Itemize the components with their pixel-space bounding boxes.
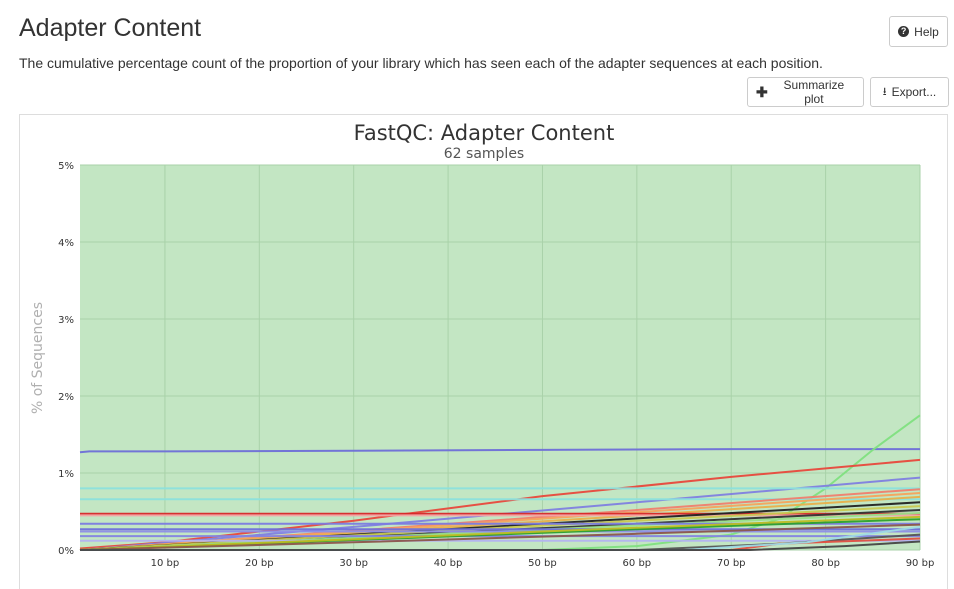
y-axis-label: % of Sequences xyxy=(30,302,46,414)
x-tick-label: 30 bp xyxy=(339,558,368,569)
y-tick-label: 4% xyxy=(58,238,74,249)
chart-subtitle: 62 samples xyxy=(444,146,524,162)
y-tick-label: 5% xyxy=(58,161,74,172)
x-tick-label: 20 bp xyxy=(245,558,274,569)
summarize-plot-label: Summarize plot xyxy=(783,78,845,106)
plot-container xyxy=(19,114,948,589)
section-title: Adapter Content xyxy=(19,14,202,42)
x-axis-ticks: 10 bp 20 bp 30 bp 40 bp 50 bp 60 bp 70 bp 80 bp… xyxy=(151,558,935,569)
series-line-23[interactable] xyxy=(79,523,921,551)
series-line-1[interactable] xyxy=(79,448,920,454)
help-button[interactable]: ? Help xyxy=(889,16,948,47)
question-circle-icon: ? xyxy=(898,26,910,37)
x-tick-label: 90 bp xyxy=(906,558,935,569)
y-axis-ticks: 0% 1% 2% 3% 4% 5% xyxy=(58,161,74,557)
series-line-22[interactable] xyxy=(79,515,921,551)
help-button-label: Help xyxy=(914,24,939,39)
download-icon: ⭳ xyxy=(882,85,887,98)
x-tick-label: 60 bp xyxy=(623,558,652,569)
series-lines xyxy=(79,414,921,551)
export-button[interactable]: ⭳ Export... xyxy=(870,77,949,107)
summarize-plot-button[interactable]: ✚ Summarize plot xyxy=(747,77,864,107)
x-tick-label: 80 bp xyxy=(811,558,840,569)
x-tick-label: 10 bp xyxy=(151,558,180,569)
y-tick-label: 3% xyxy=(58,315,74,326)
y-tick-label: 1% xyxy=(58,469,74,480)
x-tick-label: 50 bp xyxy=(528,558,557,569)
y-tick-label: 2% xyxy=(58,392,74,403)
y-tick-label: 0% xyxy=(58,546,74,557)
section-description: The cumulative percentage count of the p… xyxy=(19,55,823,71)
export-button-label: Export... xyxy=(891,85,937,99)
series-line-14[interactable] xyxy=(79,505,921,551)
x-tick-label: 40 bp xyxy=(434,558,463,569)
x-tick-label: 70 bp xyxy=(717,558,746,569)
plus-icon: ✚ xyxy=(756,84,768,100)
grid-lines xyxy=(80,164,921,551)
chart-title: FastQC: Adapter Content xyxy=(354,121,615,145)
plot-background xyxy=(80,165,920,550)
series-line-27[interactable] xyxy=(80,540,921,551)
